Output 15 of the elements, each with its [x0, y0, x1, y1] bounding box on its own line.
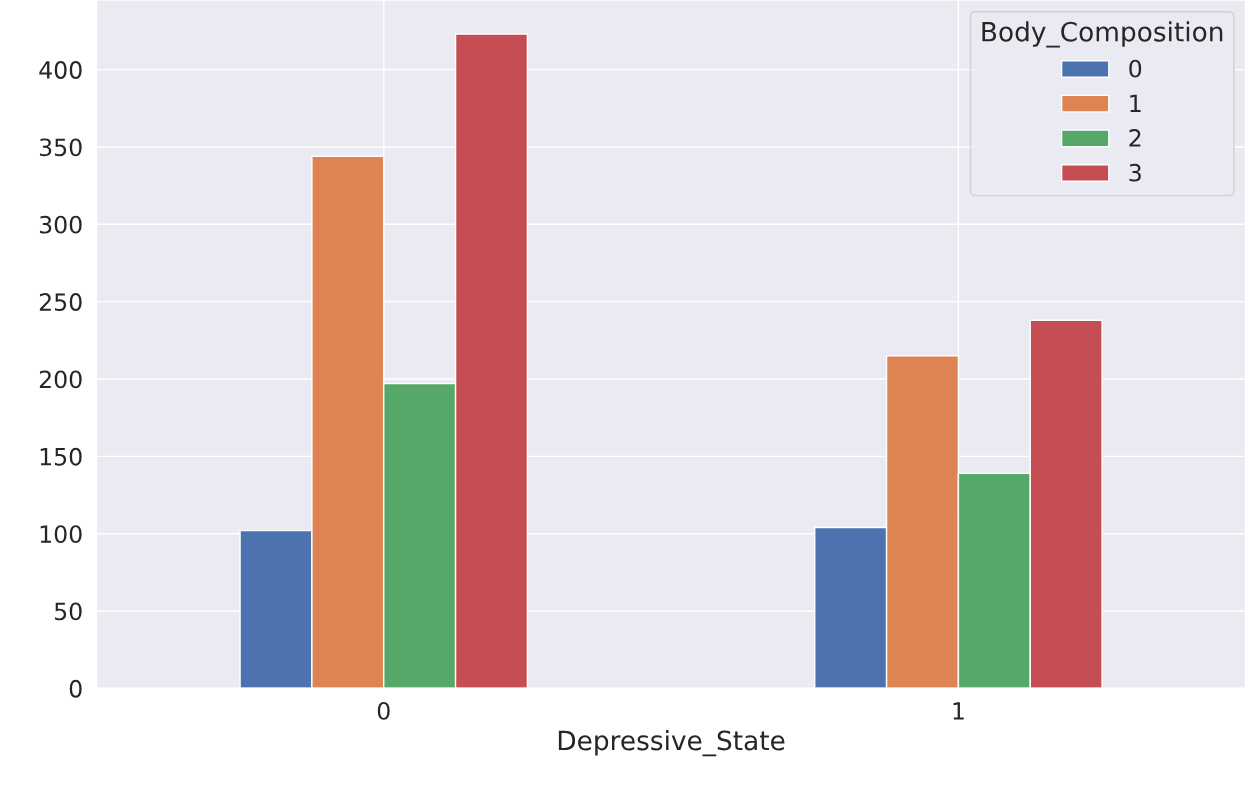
- y-tick-label: 300: [39, 215, 82, 234]
- y-tick-label: 400: [39, 61, 82, 79]
- y-tick-label: 350: [39, 138, 82, 157]
- y-tick-label: 250: [39, 293, 82, 311]
- x-axis-title: Depressive_State: [558, 730, 785, 757]
- legend-label: 1: [1130, 94, 1141, 112]
- y-tick-label: 0: [69, 679, 82, 698]
- legend-title: Body_Composition: [982, 21, 1223, 48]
- y-tick-label: 200: [39, 370, 82, 389]
- legend-label: 0: [1129, 59, 1142, 78]
- legend-label: 2: [1129, 129, 1141, 147]
- y-tick-label: 100: [40, 525, 82, 544]
- y-tick-label: 150: [40, 447, 82, 466]
- legend-label: 3: [1129, 163, 1141, 182]
- y-tick-label: 50: [54, 602, 82, 621]
